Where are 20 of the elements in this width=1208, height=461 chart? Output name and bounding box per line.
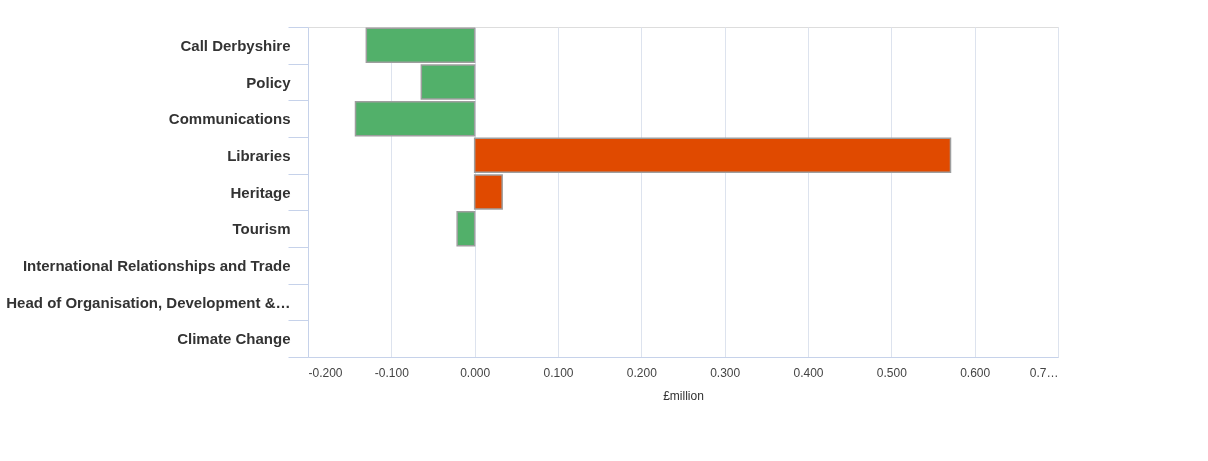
y-tick-label: Policy (246, 73, 292, 91)
y-tick-label: International Relationships and Trade (22, 256, 291, 274)
x-tick-label: 0.400 (793, 365, 824, 380)
x-tick-label: 0.200 (626, 365, 658, 380)
y-tick-label: Climate Change (177, 330, 291, 348)
y-tick-label: Head of Organisation, Development &… (6, 293, 291, 311)
x-tick-label: -0.100 (374, 365, 410, 380)
x-tick-label: -0.200 (308, 365, 343, 380)
x-tick-label: 0.7… (1029, 365, 1059, 380)
x-tick-label: 0.600 (960, 365, 991, 380)
x-axis-title: £million (663, 388, 704, 403)
y-tick-label: Heritage (230, 183, 291, 201)
y-tick-label: Communications (168, 110, 291, 128)
x-tick-label: 0.100 (543, 365, 574, 380)
x-tick-label: 0.000 (460, 365, 491, 380)
x-tick-label: 0.300 (710, 365, 741, 380)
y-tick-label: Libraries (227, 146, 291, 164)
x-tick-label: 0.500 (876, 365, 908, 380)
y-tick-label: Call Derbyshire (180, 36, 291, 54)
y-tick-label: Tourism (232, 220, 291, 238)
